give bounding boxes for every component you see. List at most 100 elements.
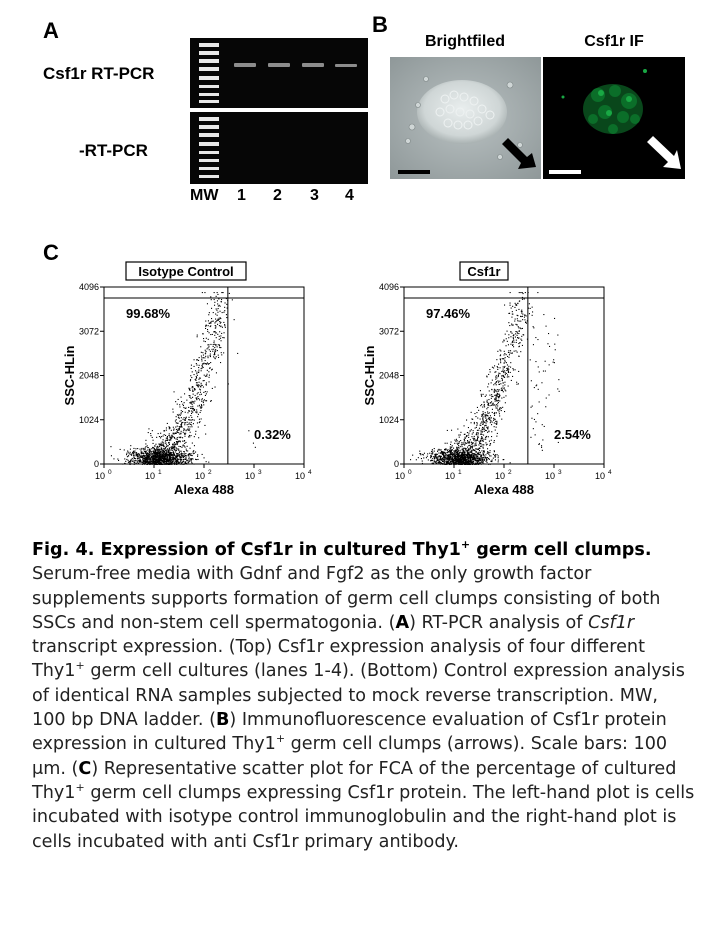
scatter-point: [504, 359, 506, 361]
scatter-point: [541, 445, 543, 447]
scatter-point: [497, 455, 499, 457]
scatter-point: [180, 450, 182, 452]
scatter-point: [478, 427, 480, 429]
scatter-point: [496, 359, 498, 361]
scatter-point: [465, 458, 467, 460]
scatter-point: [207, 320, 209, 322]
scatter-point: [171, 435, 173, 437]
scatter-point: [435, 453, 437, 455]
scatter-point: [462, 455, 464, 457]
scatter-point: [445, 461, 447, 463]
scatter-point: [208, 312, 210, 314]
scatter-point: [131, 463, 133, 465]
scatter-point: [439, 459, 441, 461]
scatter-point: [162, 451, 164, 453]
scatter-point: [134, 463, 136, 465]
scatter-point: [214, 358, 216, 360]
scatter-point: [489, 452, 491, 454]
scatter-point: [510, 366, 512, 368]
scatter-point: [147, 454, 149, 456]
scatter-point: [478, 454, 480, 456]
scatter-point: [514, 320, 516, 322]
scatter-point: [517, 383, 519, 385]
scatter-point: [479, 457, 481, 459]
scatter-point: [447, 454, 449, 456]
scatter-point: [456, 442, 458, 444]
scatter-point: [176, 462, 178, 464]
scatter-point: [457, 459, 459, 461]
y-tick-label: 2048: [379, 371, 399, 381]
scatter-point: [496, 393, 498, 395]
scatter-point: [160, 456, 162, 458]
scatter-point: [493, 418, 495, 420]
scatter-point: [206, 373, 208, 375]
scatter-point: [512, 324, 514, 326]
scatter-point: [452, 458, 454, 460]
scatter-point: [510, 307, 512, 309]
scatter-point: [182, 445, 184, 447]
scatter-point: [548, 394, 550, 396]
scatter-point: [179, 457, 181, 459]
scatter-point: [491, 424, 493, 426]
scatter-point: [195, 378, 197, 380]
scatter-point: [485, 394, 487, 396]
scatter-point: [463, 451, 465, 453]
scatter-point: [193, 436, 195, 438]
scatter-point: [464, 455, 466, 457]
scatter-point: [476, 461, 478, 463]
scatter-point: [145, 459, 147, 461]
scatter-point: [427, 453, 429, 455]
scatter-point: [216, 320, 218, 322]
scatter-point: [126, 452, 128, 454]
scatter-point: [192, 390, 194, 392]
scatter-point: [159, 462, 161, 464]
scatter-point: [184, 433, 186, 435]
scatter-point: [507, 385, 509, 387]
scatter-point: [558, 390, 560, 392]
scatter-point: [180, 417, 182, 419]
scatter-point: [202, 363, 204, 365]
scatter-point: [214, 353, 216, 355]
scatter-point: [486, 426, 488, 428]
scatter-point: [186, 459, 188, 461]
scatter-point: [132, 459, 134, 461]
scatter-point: [440, 452, 442, 454]
scatter-point: [506, 330, 508, 332]
scatter-point: [435, 462, 437, 464]
scatter-point: [164, 463, 166, 465]
scatter-point: [219, 345, 221, 347]
scatter-point: [511, 313, 513, 315]
scatter-point: [464, 462, 466, 464]
scatter-point: [497, 403, 499, 405]
scatter-point: [470, 461, 472, 463]
scatter-point: [170, 453, 172, 455]
scatter-point: [494, 454, 496, 456]
scatter-point: [202, 354, 204, 356]
scatter-point: [447, 457, 449, 459]
scatter-point: [152, 446, 154, 448]
scatter-point: [172, 451, 174, 453]
scatter-point: [226, 307, 228, 309]
scatter-point: [454, 439, 456, 441]
scatter-point: [171, 446, 173, 448]
scatter-point: [187, 461, 189, 463]
scatter-point: [439, 456, 441, 458]
scatter-point: [481, 428, 483, 430]
scatter-point: [151, 452, 153, 454]
scatter-point: [196, 359, 198, 361]
scatter-point: [185, 432, 187, 434]
scatter-point: [223, 337, 225, 339]
scatter-point: [217, 354, 219, 356]
scatter-point: [205, 325, 207, 327]
scatter-point: [512, 368, 514, 370]
scatter-point: [449, 453, 451, 455]
scatter-point: [166, 457, 168, 459]
scatter-point: [459, 457, 461, 459]
scatter-point: [157, 460, 159, 462]
scatter-point: [143, 462, 145, 464]
scatter-point: [143, 453, 145, 455]
scatter-point: [512, 344, 514, 346]
scatter-point: [478, 444, 480, 446]
scatter-point: [200, 386, 202, 388]
scatter-point: [155, 452, 157, 454]
